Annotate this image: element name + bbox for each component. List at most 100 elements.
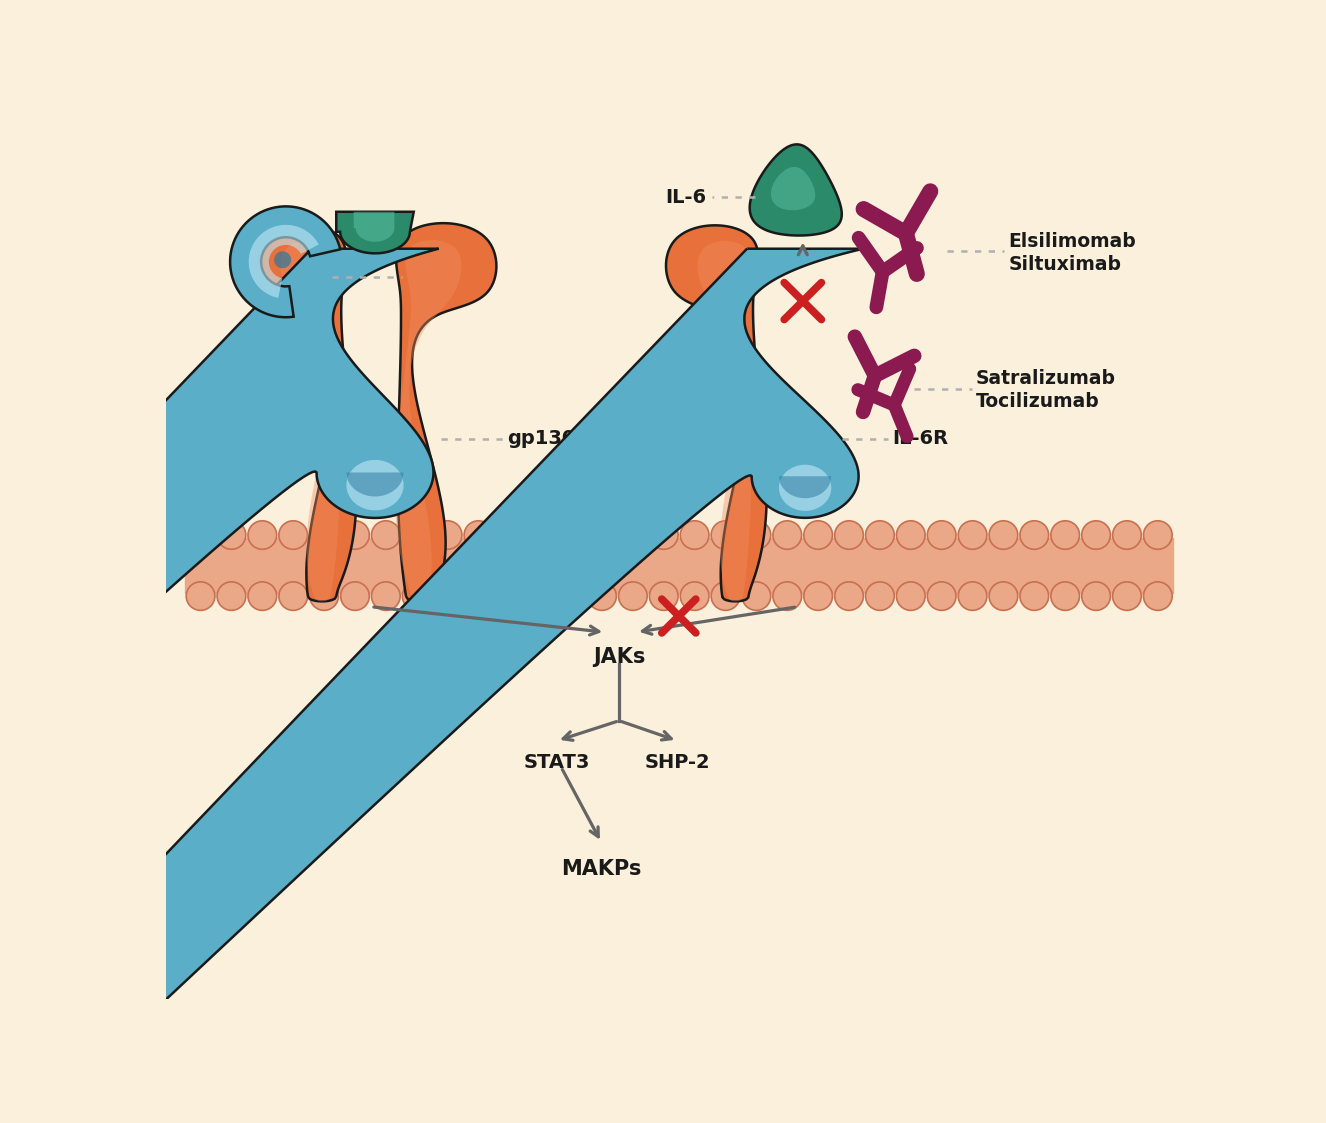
Circle shape — [464, 521, 493, 549]
Text: sIL-6R: sIL-6R — [406, 267, 473, 286]
Circle shape — [1113, 521, 1142, 549]
Circle shape — [680, 521, 709, 549]
Circle shape — [650, 582, 678, 611]
Circle shape — [557, 521, 586, 549]
Circle shape — [248, 582, 277, 611]
Circle shape — [773, 582, 802, 611]
Ellipse shape — [346, 459, 403, 510]
Circle shape — [557, 582, 586, 611]
Circle shape — [371, 521, 400, 549]
Circle shape — [866, 521, 894, 549]
Text: SHP-2: SHP-2 — [644, 754, 709, 773]
Polygon shape — [697, 241, 751, 602]
Circle shape — [834, 521, 863, 549]
Circle shape — [989, 521, 1018, 549]
Text: MAKPs: MAKPs — [561, 859, 642, 879]
Circle shape — [1082, 521, 1110, 549]
Text: IL-6: IL-6 — [666, 188, 707, 207]
Circle shape — [804, 582, 833, 611]
Circle shape — [804, 521, 833, 549]
Circle shape — [310, 582, 338, 611]
Polygon shape — [245, 223, 357, 601]
Circle shape — [857, 202, 871, 217]
Polygon shape — [249, 225, 318, 298]
Circle shape — [434, 582, 461, 611]
Circle shape — [989, 582, 1018, 611]
Circle shape — [851, 384, 863, 395]
Circle shape — [876, 266, 888, 277]
Circle shape — [899, 227, 912, 240]
Polygon shape — [0, 248, 439, 1123]
Circle shape — [341, 582, 370, 611]
Circle shape — [680, 582, 709, 611]
Circle shape — [310, 521, 338, 549]
Polygon shape — [778, 476, 831, 499]
Polygon shape — [281, 240, 339, 602]
Circle shape — [217, 521, 245, 549]
Circle shape — [186, 582, 215, 611]
Circle shape — [618, 582, 647, 611]
Circle shape — [896, 582, 926, 611]
Text: JAKs: JAKs — [593, 647, 646, 667]
Circle shape — [711, 582, 740, 611]
Circle shape — [526, 521, 554, 549]
Ellipse shape — [778, 465, 831, 511]
Polygon shape — [337, 212, 414, 254]
Circle shape — [888, 400, 900, 411]
Circle shape — [1143, 521, 1172, 549]
Text: Siltuximab: Siltuximab — [1008, 255, 1122, 274]
Circle shape — [587, 582, 617, 611]
Circle shape — [866, 582, 894, 611]
Circle shape — [911, 241, 923, 254]
Circle shape — [248, 521, 277, 549]
Circle shape — [1113, 582, 1142, 611]
Circle shape — [743, 521, 770, 549]
Circle shape — [853, 231, 865, 244]
Circle shape — [464, 582, 493, 611]
Circle shape — [278, 521, 308, 549]
Polygon shape — [231, 207, 341, 318]
Circle shape — [587, 521, 617, 549]
Circle shape — [618, 521, 647, 549]
Polygon shape — [396, 223, 496, 601]
Circle shape — [834, 582, 863, 611]
Circle shape — [186, 521, 215, 549]
Circle shape — [1050, 521, 1079, 549]
Circle shape — [1020, 521, 1049, 549]
Circle shape — [495, 582, 524, 611]
Polygon shape — [0, 248, 863, 1123]
Circle shape — [371, 582, 400, 611]
Text: IL-6R: IL-6R — [892, 429, 948, 448]
Circle shape — [1020, 582, 1049, 611]
Circle shape — [650, 521, 678, 549]
Circle shape — [869, 369, 882, 382]
Ellipse shape — [274, 252, 292, 268]
Circle shape — [959, 521, 987, 549]
Circle shape — [904, 363, 916, 375]
Circle shape — [341, 521, 370, 549]
Circle shape — [402, 582, 431, 611]
Polygon shape — [395, 240, 461, 602]
Circle shape — [217, 582, 245, 611]
Circle shape — [402, 521, 431, 549]
Text: Satralizumab: Satralizumab — [976, 368, 1115, 387]
Circle shape — [434, 521, 461, 549]
Polygon shape — [666, 226, 766, 602]
Circle shape — [495, 521, 524, 549]
Circle shape — [896, 521, 926, 549]
Polygon shape — [346, 473, 403, 496]
Circle shape — [959, 582, 987, 611]
Text: gp130: gp130 — [507, 429, 575, 448]
Circle shape — [1143, 582, 1172, 611]
Circle shape — [849, 330, 862, 344]
Circle shape — [278, 582, 308, 611]
Circle shape — [773, 521, 802, 549]
Circle shape — [927, 521, 956, 549]
Circle shape — [526, 582, 554, 611]
Text: Elsilimomab: Elsilimomab — [1008, 231, 1136, 250]
Circle shape — [923, 184, 937, 199]
Polygon shape — [770, 167, 815, 210]
Circle shape — [711, 521, 740, 549]
Polygon shape — [749, 145, 842, 236]
Text: STAT3: STAT3 — [524, 754, 590, 773]
